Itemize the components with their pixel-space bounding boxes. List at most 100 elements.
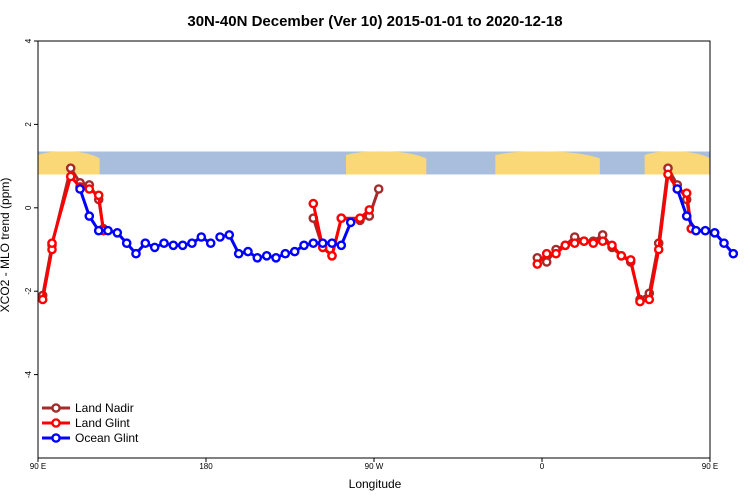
land-glint-point	[84, 184, 95, 194]
ocean-glint-point	[672, 184, 683, 194]
land-nadir-line	[536, 166, 693, 301]
land-glint-point	[588, 238, 599, 248]
x-tick-label: 0	[540, 462, 545, 471]
land-glint-point	[551, 248, 561, 259]
map-land-1	[346, 151, 427, 175]
land-glint-point	[625, 255, 636, 265]
ocean-glint-point	[308, 238, 319, 248]
land-glint-point	[616, 250, 627, 261]
land-glint-point	[569, 238, 580, 248]
series-ocean-glint	[75, 184, 739, 263]
land-glint-point	[653, 244, 664, 255]
ocean-glint-point	[140, 238, 151, 248]
y-tick-label: 4	[24, 38, 33, 43]
y-tick-label: -4	[24, 370, 33, 378]
ocean-glint-point	[187, 238, 197, 248]
ocean-glint-point	[215, 232, 225, 242]
ocean-glint-point	[121, 238, 132, 248]
ocean-glint-point	[112, 227, 123, 238]
world-map-strip	[38, 151, 710, 175]
land-glint-point	[327, 250, 337, 261]
x-tick-label: 90 W	[365, 462, 384, 471]
y-tick-label: 2	[24, 122, 33, 127]
ocean-glint-point	[205, 238, 216, 248]
ocean-glint-point	[317, 238, 328, 248]
land-glint-point	[681, 188, 692, 198]
ocean-glint-point	[224, 230, 235, 240]
land-glint-point	[308, 198, 319, 209]
legend-swatch-marker	[51, 418, 61, 428]
map-land-0	[38, 151, 100, 175]
x-tick-label: 90 E	[30, 462, 46, 471]
land-glint-point	[37, 294, 48, 305]
legend-swatch-marker	[51, 433, 61, 443]
ocean-glint-point	[131, 248, 141, 259]
land-nadir-point	[373, 184, 384, 194]
land-glint-point	[644, 294, 655, 305]
ocean-glint-point	[681, 211, 692, 221]
land-glint-point	[607, 240, 617, 251]
ocean-glint-point	[700, 225, 711, 236]
ocean-glint-point	[149, 242, 160, 253]
legend-item-ocean-glint: Ocean Glint	[42, 431, 139, 445]
ocean-glint-point	[691, 225, 701, 236]
series-layer	[37, 163, 739, 307]
ocean-glint-point	[93, 225, 104, 236]
ocean-glint-point	[103, 225, 113, 236]
series-land-nadir	[37, 163, 697, 305]
ocean-glint-point	[252, 252, 263, 263]
land-glint-line	[536, 172, 693, 304]
x-tick-label: 90 E	[702, 462, 718, 471]
land-glint-point	[635, 296, 645, 307]
ocean-glint-point	[336, 240, 347, 251]
ocean-glint-point	[327, 238, 337, 248]
ocean-glint-point	[233, 248, 244, 259]
map-land-3	[644, 151, 710, 175]
chart-title: 30N-40N December (Ver 10) 2015-01-01 to …	[187, 13, 562, 30]
ocean-glint-point	[299, 240, 309, 251]
y-tick-label: 0	[24, 205, 33, 210]
y-tick-label: -2	[24, 287, 33, 295]
land-glint-point	[65, 171, 76, 182]
land-nadir-point	[541, 257, 552, 267]
ocean-glint-point	[719, 238, 729, 248]
ocean-glint-point	[168, 240, 179, 251]
y-axis-label: XCO2 - MLO trend (ppm)	[0, 178, 12, 313]
land-glint-point	[336, 213, 347, 223]
land-glint-point	[560, 240, 571, 251]
land-glint-point	[579, 236, 589, 246]
plot-frame	[37, 40, 711, 459]
legend-swatch-marker	[51, 403, 61, 413]
map-land-2	[495, 151, 600, 175]
land-glint-point	[663, 169, 673, 180]
legend-item-land-glint: Land Glint	[42, 416, 130, 430]
land-glint-point	[355, 213, 365, 223]
legend-item-land-nadir: Land Nadir	[42, 401, 134, 415]
ocean-glint-point	[196, 232, 207, 242]
ocean-glint-point	[75, 184, 85, 194]
land-glint-point	[93, 190, 104, 201]
land-glint-point	[47, 238, 57, 248]
x-tick-label: 180	[199, 462, 213, 471]
axes: 90 E 180 90 W 0 90 E 4 2 0 -2 -4	[24, 38, 718, 471]
ocean-glint-point	[261, 250, 272, 261]
land-nadir-point	[65, 163, 76, 173]
ocean-glint-point	[159, 238, 169, 248]
x-axis-label: Longitude	[349, 477, 402, 491]
land-glint-point	[532, 259, 543, 269]
ocean-glint-point	[84, 211, 95, 221]
ocean-glint-point	[280, 248, 291, 259]
legend-label: Land Glint	[75, 416, 130, 430]
ocean-glint-point	[289, 246, 300, 257]
ocean-glint-point	[271, 252, 281, 263]
legend-label: Ocean Glint	[75, 431, 139, 445]
land-glint-point	[541, 248, 552, 259]
ocean-glint-point	[243, 246, 253, 257]
ocean-glint-point	[709, 227, 720, 238]
legend-label: Land Nadir	[75, 401, 134, 415]
land-glint-point	[364, 205, 375, 215]
ocean-glint-point	[728, 248, 739, 259]
ocean-glint-point	[345, 217, 356, 228]
